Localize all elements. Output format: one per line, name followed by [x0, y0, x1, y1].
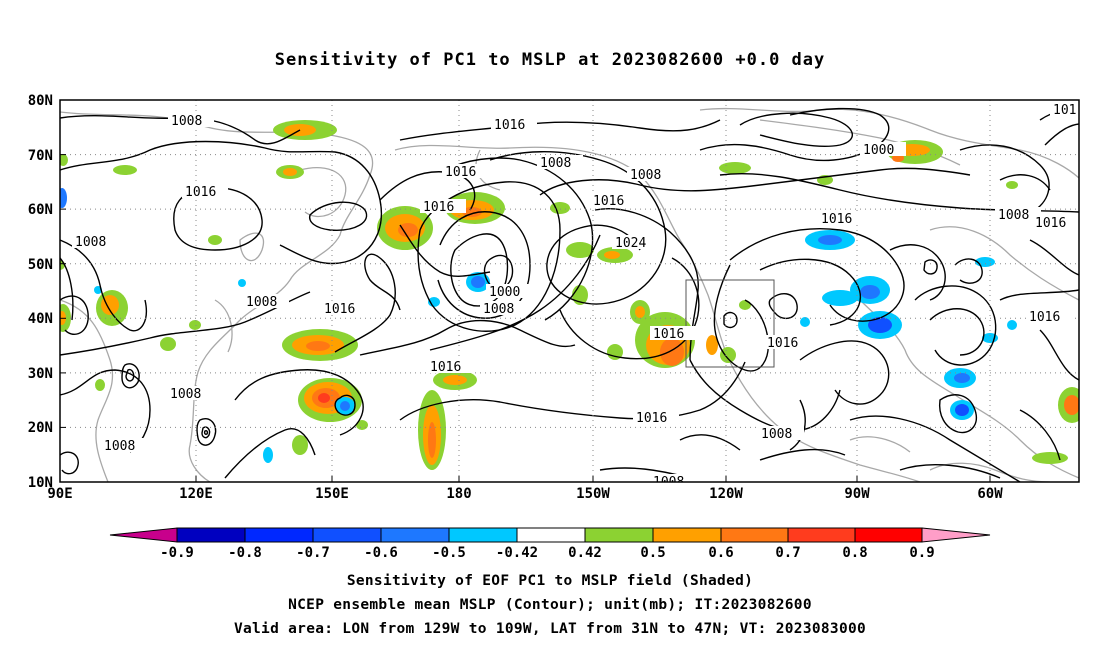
- colorbar-box: [380, 527, 450, 543]
- lon-label: 120W: [709, 486, 743, 502]
- contour-label: 1016: [767, 336, 798, 351]
- contour-label: 1008: [246, 295, 277, 310]
- contour-label: 1016: [430, 360, 461, 375]
- contour-label: 1008: [483, 302, 514, 317]
- contour-label: 1016: [1035, 216, 1066, 231]
- colorbar-box: [516, 527, 586, 543]
- contour-label: 1000: [863, 143, 894, 158]
- contour-label: 101: [1053, 103, 1076, 118]
- contour-label: 1016: [821, 212, 852, 227]
- contour-label: 1016: [1029, 310, 1060, 325]
- map-title: Sensitivity of PC1 to MSLP at 2023082600…: [274, 50, 826, 70]
- lat-label: 20N: [28, 420, 53, 436]
- contour-label: 1024: [615, 236, 646, 251]
- longitude-labels: 90E 120E 150E 180 150W 120W 90W 60W: [47, 486, 1003, 502]
- contour-label: 1008: [998, 208, 1029, 223]
- colorbar-labels: -0.9 -0.8 -0.7 -0.6 -0.5 -0.42 0.42 0.5 …: [160, 545, 935, 561]
- gridlines: [60, 100, 1079, 482]
- colorbar-label: 0.6: [708, 545, 733, 561]
- contour-label: 1008: [171, 114, 202, 129]
- lat-label: 40N: [28, 311, 53, 327]
- contour-label: 1016: [653, 327, 684, 342]
- lat-label: 50N: [28, 257, 53, 273]
- lat-label: 80N: [28, 93, 53, 109]
- colorbar-label: -0.9: [160, 545, 194, 561]
- contour-label: 1016: [636, 411, 667, 426]
- colorbar-box: [720, 527, 789, 543]
- latitude-labels: 80N 70N 60N 50N 40N 30N 20N 10N: [28, 93, 53, 491]
- contour-label: 1000: [489, 285, 520, 300]
- colorbar-label: -0.42: [496, 545, 538, 561]
- colorbar-label: 0.8: [842, 545, 867, 561]
- colorbar-box: [652, 527, 722, 543]
- contour-label: 1016: [185, 185, 216, 200]
- colorbar-label: 0.9: [909, 545, 934, 561]
- lon-label: 150W: [576, 486, 610, 502]
- lon-label: 180: [446, 486, 471, 502]
- colorbar-box: [312, 527, 382, 543]
- lat-label: 60N: [28, 202, 53, 218]
- colorbar-label: 0.7: [775, 545, 800, 561]
- caption-line-1: Sensitivity of EOF PC1 to MSLP field (Sh…: [346, 573, 754, 589]
- colorbar-label: -0.5: [432, 545, 466, 561]
- lon-label: 60W: [977, 486, 1003, 502]
- lon-label: 90E: [47, 486, 72, 502]
- caption-line-2: NCEP ensemble mean MSLP (Contour); unit(…: [288, 597, 812, 613]
- contour-label: 1016: [324, 302, 355, 317]
- colorbar-box: [787, 527, 856, 543]
- colorbar-box: [854, 527, 923, 543]
- lon-label: 120E: [179, 486, 213, 502]
- colorbar-label: 0.42: [568, 545, 602, 561]
- colorbar-label: -0.6: [364, 545, 398, 561]
- sensitivity-shading: [60, 120, 1079, 470]
- caption-line-3: Valid area: LON from 129W to 109W, LAT f…: [233, 621, 867, 637]
- colorbar-box: [448, 527, 518, 543]
- colorbar-label: -0.8: [228, 545, 262, 561]
- contour-label: 1008: [170, 387, 201, 402]
- tick-marks: [60, 99, 991, 482]
- contour-label: 1008: [104, 439, 135, 454]
- contour-label: 1008: [75, 235, 106, 250]
- colorbar-box: [584, 527, 654, 543]
- colorbar-end-left: [109, 527, 178, 543]
- contour-label: 1016: [593, 194, 624, 209]
- lon-label: 90W: [844, 486, 870, 502]
- colorbar-label: -0.7: [296, 545, 330, 561]
- contour-label: 1016: [494, 118, 525, 133]
- colorbar-box: [244, 527, 314, 543]
- lat-label: 10N: [28, 475, 53, 491]
- contour-label: 1008: [653, 475, 684, 490]
- contour-label: 1008: [630, 168, 661, 183]
- contour-label: 1008: [540, 156, 571, 171]
- lat-label: 30N: [28, 366, 53, 382]
- plot-frame: [59, 99, 1080, 483]
- lon-label: 150E: [315, 486, 349, 502]
- contour-labels: 1008 1016 1008 1008 1008 1008 1016 1016 …: [72, 102, 1079, 490]
- colorbar-label: 0.5: [640, 545, 665, 561]
- valid-area-box: [685, 279, 775, 368]
- contour-label: 1016: [445, 165, 476, 180]
- colorbar-box: [176, 527, 246, 543]
- contour-label: 1008: [761, 427, 792, 442]
- colorbar-end-right: [921, 527, 991, 543]
- colorbar: [109, 527, 991, 543]
- contour-label: 1016: [423, 200, 454, 215]
- lat-label: 70N: [28, 148, 53, 164]
